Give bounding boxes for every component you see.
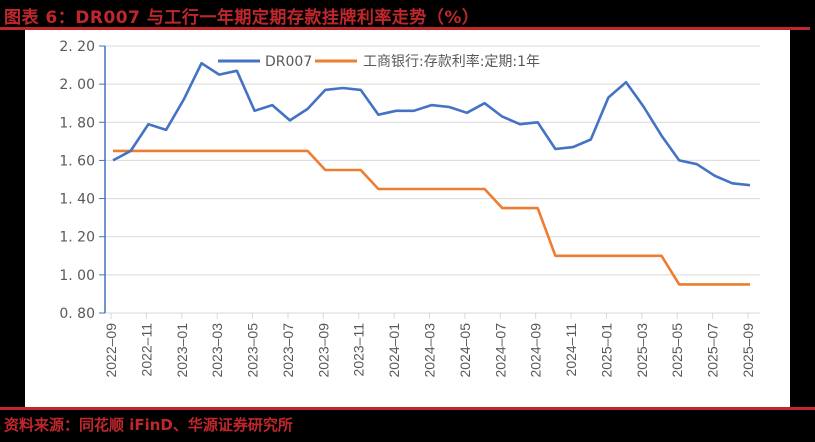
- source-note: 资料来源：同花顺 iFinD、华源证券研究所: [4, 416, 293, 434]
- x-axis-labels: 2022–09 2022–11 2023–01 2023–03 2023–05 2023–…: [103, 323, 756, 378]
- x-tick-label: 2023–01: [174, 323, 190, 378]
- series-lines: [112, 61, 751, 286]
- x-tick-label: 2024–05: [457, 323, 473, 378]
- y-tick-label: 1. 40: [59, 192, 95, 208]
- x-tick-label: 2023–11: [351, 323, 367, 377]
- icbc-deposit-rate-line: [113, 149, 750, 286]
- legend-label-icbc: 工商银行:存款利率:定期:1年: [363, 53, 540, 70]
- x-tick-label: 2024–07: [492, 323, 508, 378]
- x-tick-label: 2025–09: [740, 323, 756, 378]
- legend-label-dr007: DR007: [265, 54, 312, 70]
- chart-title: 图表 6：DR007 与工行一年期定期存款挂牌利率走势（%）: [4, 8, 480, 28]
- x-tick-label: 2024–11: [563, 323, 579, 377]
- y-tick-label: 2. 00: [59, 77, 95, 93]
- x-tick-label: 2025–01: [598, 323, 614, 378]
- y-tick-label: 1. 80: [59, 115, 95, 131]
- x-tick-label: 2023–05: [245, 323, 261, 378]
- x-tick-label: 2024–03: [422, 323, 438, 378]
- x-tick-label: 2022–09: [103, 323, 119, 378]
- y-tick-label: 0. 80: [59, 306, 95, 322]
- x-tick-label: 2025–05: [669, 323, 685, 378]
- bottom-divider: [0, 407, 815, 410]
- grid-lines: [105, 45, 760, 314]
- y-tick-label: 1. 20: [59, 230, 95, 246]
- x-tick-label: 2025–03: [634, 323, 650, 378]
- x-tick-label: 2023–03: [209, 323, 225, 378]
- top-divider: [0, 27, 810, 30]
- x-tick-label: 2025–07: [705, 323, 721, 378]
- legend: DR007 工商银行:存款利率:定期:1年: [218, 53, 540, 70]
- y-tick-label: 1. 00: [59, 268, 95, 284]
- x-tick-label: 2023–09: [315, 323, 331, 378]
- y-axis-labels: 2. 20 2. 00 1. 80 1. 60 1. 40 1. 20 1. 00 0. 80: [59, 39, 95, 322]
- x-tick-label: 2024–09: [528, 323, 544, 378]
- y-tick-label: 1. 60: [59, 153, 95, 169]
- title-bar: 图表 6：DR007 与工行一年期定期存款挂牌利率走势（%）: [0, 0, 815, 28]
- x-tick-label: 2023–07: [280, 323, 296, 378]
- x-tick-label: 2022–11: [138, 323, 154, 377]
- dr007-line: [112, 61, 751, 187]
- y-tick-label: 2. 20: [59, 39, 95, 55]
- chart-panel: [25, 30, 790, 407]
- axes: [99, 45, 749, 319]
- x-tick-label: 2024–01: [386, 323, 402, 378]
